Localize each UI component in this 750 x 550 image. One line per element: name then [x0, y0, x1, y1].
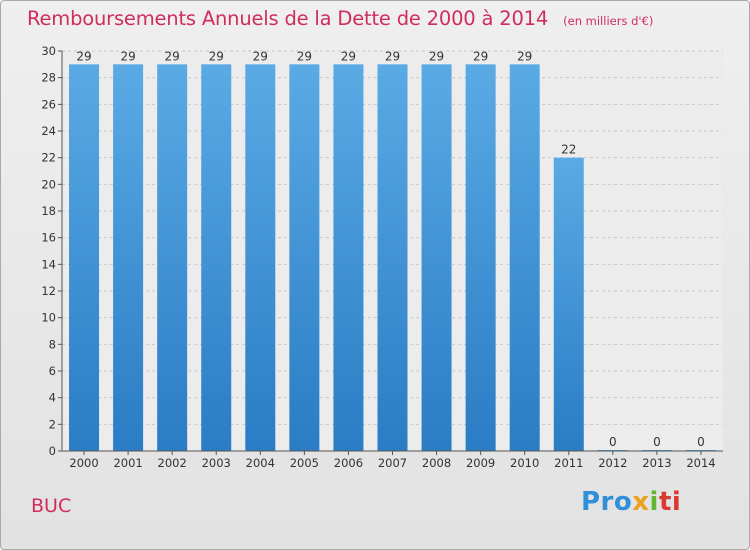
- bar-2002: [157, 64, 188, 452]
- x-tick-label-2003: 2003: [202, 456, 231, 470]
- y-tick-label: 4: [49, 391, 56, 405]
- x-tick-label-2012: 2012: [598, 456, 627, 470]
- logo-part-1: Pro: [581, 487, 633, 517]
- logo-part-3: i: [649, 487, 659, 517]
- y-tick-label: 30: [41, 44, 56, 58]
- y-tick-label: 8: [49, 337, 56, 351]
- bar-2007: [377, 64, 408, 452]
- y-tick-label: 24: [41, 124, 56, 138]
- y-tick-label: 18: [41, 204, 56, 218]
- value-label-2011: 22: [561, 143, 576, 157]
- x-tick-label-2002: 2002: [158, 456, 187, 470]
- bar-2005: [289, 64, 320, 452]
- x-tick-label-2008: 2008: [422, 456, 451, 470]
- bar-2003: [201, 64, 232, 452]
- x-tick-label-2007: 2007: [378, 456, 407, 470]
- bar-2006: [333, 64, 364, 452]
- bar-2004: [245, 64, 276, 452]
- value-label-2007: 29: [385, 49, 400, 63]
- x-tick-label-2009: 2009: [466, 456, 495, 470]
- y-tick-label: 28: [41, 71, 56, 85]
- x-tick-label-2010: 2010: [510, 456, 539, 470]
- y-tick-label: 26: [41, 97, 56, 111]
- proxiti-logo: Proxiti: [581, 487, 681, 517]
- y-tick-label: 14: [41, 257, 56, 271]
- value-label-2000: 29: [76, 49, 91, 63]
- value-label-2006: 29: [341, 49, 356, 63]
- y-tick-label: 20: [41, 177, 56, 191]
- x-tick-label-2000: 2000: [69, 456, 98, 470]
- y-tick-label: 12: [41, 284, 56, 298]
- chart-title: Remboursements Annuels de la Dette de 20…: [27, 7, 549, 30]
- y-tick-label: 16: [41, 231, 56, 245]
- value-label-2003: 29: [209, 49, 224, 63]
- x-tick-label-2011: 2011: [554, 456, 583, 470]
- value-label-2009: 29: [473, 49, 488, 63]
- bar-2009: [465, 64, 496, 452]
- x-tick-label-2006: 2006: [334, 456, 363, 470]
- bar-2011: [553, 157, 584, 451]
- bar-2010: [509, 64, 540, 452]
- y-tick-label: 2: [49, 417, 56, 431]
- x-tick-label-2004: 2004: [246, 456, 275, 470]
- value-label-2005: 29: [297, 49, 312, 63]
- bar-2001: [113, 64, 144, 452]
- value-label-2014: 0: [697, 435, 705, 449]
- value-label-2004: 29: [253, 49, 268, 63]
- chart-subtitle: (en milliers d'€): [563, 14, 654, 28]
- y-tick-label: 6: [49, 364, 56, 378]
- x-tick-label-2001: 2001: [113, 456, 142, 470]
- commune-name: BUC: [31, 495, 72, 517]
- chart-title-row: Remboursements Annuels de la Dette de 20…: [27, 7, 653, 30]
- y-tick-label: 10: [41, 311, 56, 325]
- logo-part-2: x: [632, 487, 650, 517]
- x-tick-label-2014: 2014: [686, 456, 715, 470]
- logo-part-4: ti: [658, 487, 682, 517]
- value-label-2013: 0: [653, 435, 661, 449]
- value-label-2001: 29: [120, 49, 135, 63]
- x-tick-label-2013: 2013: [642, 456, 671, 470]
- value-label-2008: 29: [429, 49, 444, 63]
- bar-2008: [421, 64, 452, 452]
- y-tick-label: 0: [49, 444, 56, 458]
- x-tick-label-2005: 2005: [290, 456, 319, 470]
- value-label-2012: 0: [609, 435, 617, 449]
- value-label-2010: 29: [517, 49, 532, 63]
- value-label-2002: 29: [165, 49, 180, 63]
- y-tick-label: 22: [41, 151, 56, 165]
- bar-2000: [69, 64, 100, 452]
